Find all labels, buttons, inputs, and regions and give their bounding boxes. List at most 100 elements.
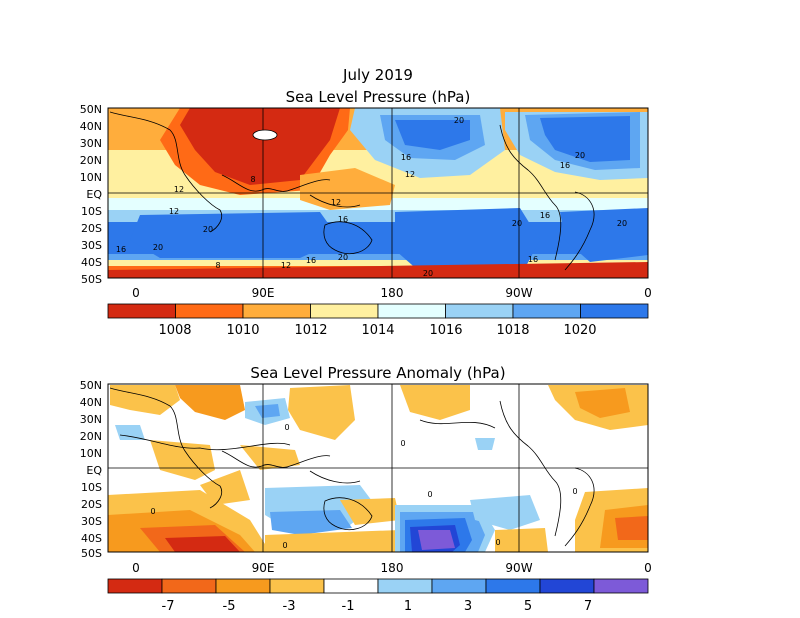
anomaly-map: 0 0 0 0 0 0 0 50N 40N 30N 20N 10N EQ 10S… <box>80 379 652 575</box>
slp-contour-label: 16 <box>540 211 550 220</box>
anom-contour-label: 0 <box>427 490 432 499</box>
slp-contour-label: 20 <box>338 253 348 262</box>
anom-patch <box>288 385 355 440</box>
lon-label: 180 <box>381 561 404 575</box>
lon-label: 90E <box>252 561 275 575</box>
slp-contour-label: 20 <box>617 219 627 228</box>
slp-contour-label: 20 <box>153 243 163 252</box>
slp-lat-axis: 50N 40N 30N 20N 10N EQ 10S 20S 30S 40S 5… <box>80 103 103 286</box>
lat-label: 10S <box>81 481 102 494</box>
anom-patch <box>495 528 548 552</box>
anom-patch <box>240 445 300 470</box>
figure-title-line1: July 2019 <box>342 66 413 84</box>
slp-contour-label: 8 <box>250 175 255 184</box>
figure-title-line2: Sea Level Pressure (hPa) <box>286 88 471 106</box>
anom-colorbar-swatch <box>215 578 271 594</box>
lat-label: 30N <box>80 413 102 426</box>
anom-colorbar-swatch <box>161 578 217 594</box>
slp-contour-label: 16 <box>116 245 126 254</box>
slp-colorbar-swatch <box>107 303 176 319</box>
slp-colorbar-label: 1020 <box>563 323 596 338</box>
anom-contour-label: 0 <box>495 538 500 547</box>
lat-label: EQ <box>86 464 102 477</box>
anom-patch <box>475 438 495 450</box>
anom-patch <box>115 425 145 440</box>
slp-contour-label: 12 <box>169 207 179 216</box>
lat-label: 50S <box>81 273 102 286</box>
slp-contour-label: 20 <box>454 116 464 125</box>
anom-patch <box>265 530 400 552</box>
slp-asian-low-inner <box>180 108 340 185</box>
anom-colorbar-label: 5 <box>524 599 532 614</box>
slp-colorbar-swatch <box>445 303 514 319</box>
anom-colorbar-label: 3 <box>464 599 472 614</box>
slp-contour-label: 16 <box>401 153 411 162</box>
slp-colorbar-label: 1012 <box>294 323 327 338</box>
anom-patch <box>470 495 540 530</box>
lon-label: 0 <box>644 561 652 575</box>
anom-lon-axis: 0 90E 180 90W 0 <box>132 561 652 575</box>
lon-label: 0 <box>132 286 140 300</box>
anom-lat-axis: 50N 40N 30N 20N 10N EQ 10S 20S 30S 40S 5… <box>80 379 103 560</box>
anom-colorbar-swatch <box>269 578 325 594</box>
anom-colorbar-swatch <box>485 578 541 594</box>
anom-colorbar-swatch <box>107 578 163 594</box>
lon-label: 0 <box>132 561 140 575</box>
anom-colorbar-label: -5 <box>223 599 236 614</box>
slp-contour-label: 12 <box>174 185 184 194</box>
anom-patch <box>615 516 648 540</box>
anom-colorbar-label: -7 <box>162 599 175 614</box>
slp-colorbar-label: 1008 <box>158 323 191 338</box>
slp-contour-label: 20 <box>203 225 213 234</box>
anom-patch <box>255 404 280 418</box>
lon-label: 90E <box>252 286 275 300</box>
slp-contour-label: 8 <box>215 261 220 270</box>
lon-label: 0 <box>644 286 652 300</box>
anom-colorbar-swatch <box>431 578 487 594</box>
lat-label: 50N <box>80 103 102 116</box>
slp-spac-high <box>395 208 540 272</box>
anom-contour-label: 0 <box>400 439 405 448</box>
lat-label: 20N <box>80 154 102 167</box>
lat-label: 30S <box>81 515 102 528</box>
slp-sind-high <box>130 212 340 258</box>
slp-colorbar-swatch <box>175 303 244 319</box>
lat-label: 20S <box>81 498 102 511</box>
lat-label: 20S <box>81 222 102 235</box>
slp-colorbar-label: 1014 <box>361 323 394 338</box>
anom-contour-label: 0 <box>150 507 155 516</box>
slp-contour-label: 20 <box>575 151 585 160</box>
anom-patch <box>418 530 455 550</box>
anom-colorbar-swatch <box>593 578 649 594</box>
anom-patch <box>150 440 215 480</box>
slp-gridlines <box>108 108 648 278</box>
lon-label: 90W <box>505 561 532 575</box>
slp-natl-high-core <box>540 116 630 162</box>
anom-patch <box>340 498 400 525</box>
slp-lon-axis: 0 90E 180 90W 0 <box>132 286 652 300</box>
lat-label: 50N <box>80 379 102 392</box>
slp-contour-label: 20 <box>512 219 522 228</box>
anom-map-frame <box>107 383 649 553</box>
slp-colorbar: 1008 1010 1012 1014 1016 1018 1020 <box>107 303 649 338</box>
slp-contour-label-group: 20 16 12 8 12 12 16 20 20 16 20 16 20 20… <box>116 116 627 278</box>
anom-contour-label: 0 <box>572 487 577 496</box>
anom-contour-label-group: 0 0 0 0 0 0 0 <box>150 423 577 550</box>
slp-band-south-4 <box>108 254 648 262</box>
slp-colorbar-swatch <box>242 303 311 319</box>
slp-colorbar-label: 1010 <box>226 323 259 338</box>
slp-colorbar-label: 1018 <box>496 323 529 338</box>
lat-label: EQ <box>86 188 102 201</box>
slp-band-south-5 <box>108 260 648 268</box>
slp-map-frame <box>107 107 649 279</box>
lon-label: 90W <box>505 286 532 300</box>
slp-colorbar-swatch <box>310 303 379 319</box>
lat-label: 40S <box>81 532 102 545</box>
slp-contour-label: 20 <box>423 269 433 278</box>
slp-npac-high-core <box>395 120 470 150</box>
slp-satl-high <box>560 208 648 262</box>
slp-colorbar-label: 1016 <box>429 323 462 338</box>
anom-coastlines <box>109 387 595 547</box>
anom-patch <box>400 385 470 420</box>
